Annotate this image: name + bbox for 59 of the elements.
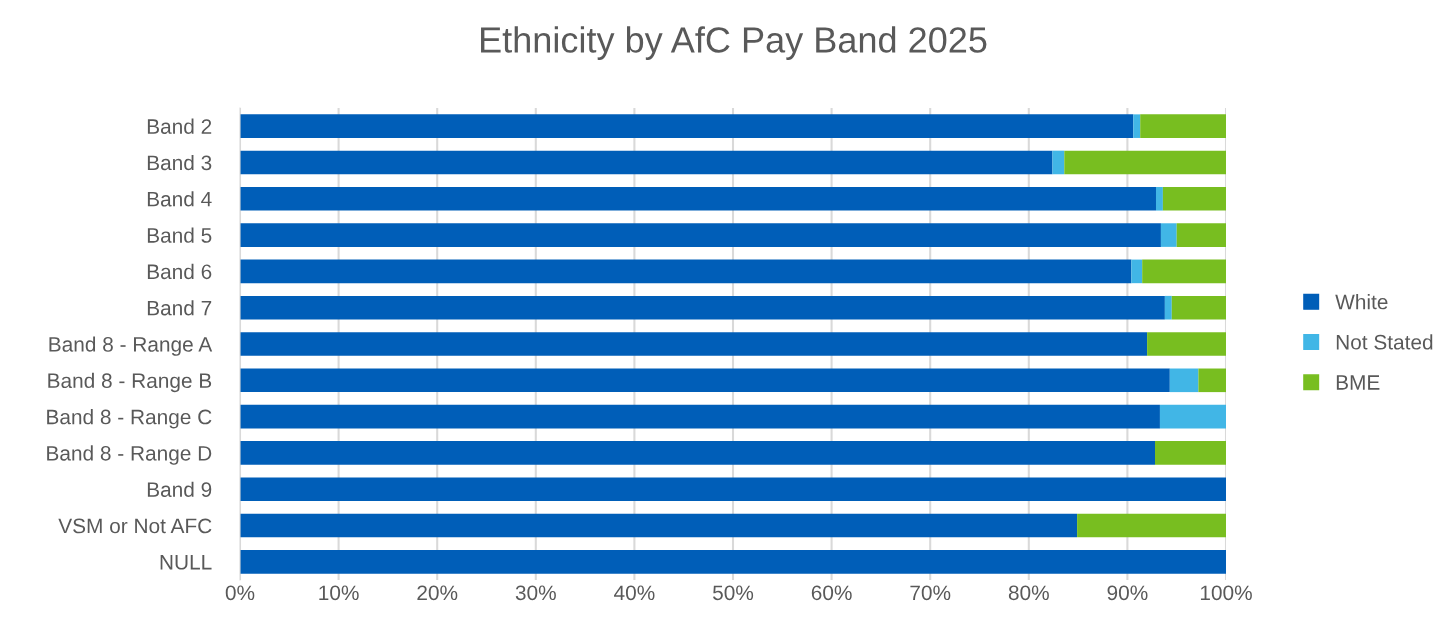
x-tick-label: 10% [319, 585, 359, 601]
y-tick-label: Band 8 - Range A [49, 336, 213, 356]
bar [240, 513, 1078, 538]
bar [240, 150, 1053, 175]
y-tick-label: Band 3 [147, 154, 212, 171]
x-tick-label: 30% [515, 585, 556, 601]
bar [240, 223, 1161, 247]
y-tick-label: NULL [160, 555, 212, 570]
bar [1131, 259, 1143, 284]
legend-label: White [1335, 294, 1388, 310]
legend-label: BME [1336, 375, 1380, 390]
x-tick-label: 20% [417, 585, 458, 601]
x-tick-label: 40% [614, 585, 655, 601]
bar [1171, 295, 1226, 320]
y-tick-label: Band 9 [147, 481, 212, 497]
x-tick-label: 90% [1107, 585, 1148, 601]
y-tick-label: Band 5 [147, 227, 212, 243]
y-tick-label: Band 8 - Range D [47, 445, 212, 465]
x-tick-label: 0% [225, 585, 255, 601]
bar [1176, 223, 1226, 247]
legend-label: Not Stated [1336, 334, 1433, 350]
bar [1169, 368, 1199, 393]
bar [1155, 441, 1226, 465]
y-tick-label: Band 2 [147, 118, 212, 134]
bar [240, 550, 1226, 574]
bar [1147, 332, 1226, 356]
bar [1160, 223, 1177, 247]
bar [1077, 513, 1226, 538]
bar [240, 295, 1165, 320]
bar [1133, 114, 1141, 138]
chart-title: Ethnicity by AfC Pay Band 2025 [481, 26, 987, 60]
bar [1198, 368, 1226, 393]
x-tick-label: 80% [1008, 585, 1049, 601]
bar [240, 477, 1226, 502]
x-tick-label: 60% [811, 585, 852, 601]
y-tick-label: Band 8 - Range B [48, 372, 212, 393]
bar [1162, 186, 1226, 211]
bar [1140, 114, 1226, 138]
x-tick-label: 70% [910, 585, 951, 601]
bar [1155, 186, 1163, 211]
bar [240, 368, 1170, 393]
y-tick-label: Band 7 [147, 300, 212, 316]
y-tick-label: Band 6 [147, 263, 212, 280]
bar [240, 332, 1148, 356]
bar [240, 259, 1132, 284]
bar [1159, 404, 1226, 429]
bar [1142, 259, 1226, 284]
bar [240, 114, 1134, 138]
y-tick-label: Band 8 - Range C [47, 409, 212, 429]
bar [240, 186, 1156, 211]
x-tick-label: 50% [712, 585, 754, 601]
y-tick-label: VSM or Not AFC [58, 518, 212, 534]
bar [1064, 150, 1226, 175]
y-tick-label: Band 4 [147, 191, 212, 207]
bar [240, 404, 1160, 429]
bar [240, 441, 1156, 465]
bar [1052, 150, 1065, 175]
x-tick-label: 100% [1200, 585, 1252, 601]
bar [1164, 295, 1172, 320]
